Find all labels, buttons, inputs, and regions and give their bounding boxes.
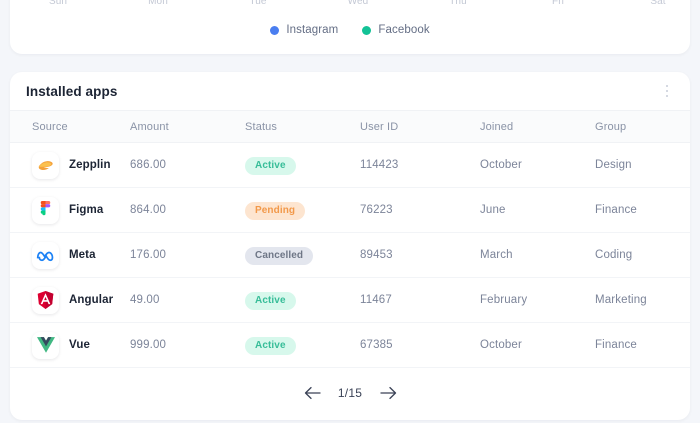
cell-source: Angular [10, 286, 130, 314]
day-label-sat: Sat [650, 0, 666, 7]
cell-amount: 864.00 [130, 204, 167, 216]
cell-amount: 49.00 [130, 294, 160, 306]
cell-joined: October [480, 339, 522, 351]
legend-dot-icon [270, 25, 280, 35]
column-header-amount: Amount [130, 120, 169, 133]
chart-card: Sun Mon Tue Wed Thu Fri Sat Instagram Facebook [10, 0, 690, 54]
column-header-source: Source [32, 120, 68, 133]
cell-user-id: 89453 [360, 249, 393, 261]
angular-icon [32, 286, 59, 314]
day-label-thu: Thu [449, 0, 467, 7]
app-name: Figma [69, 204, 104, 216]
cell-source: Meta [10, 241, 130, 269]
cell-user-id: 114423 [360, 159, 399, 171]
installed-apps-card: Installed apps Source Amount Status User… [10, 72, 690, 420]
cell-user-id: 67385 [360, 339, 393, 351]
chart-day-axis: Sun Mon Tue Wed Thu Fri Sat [10, 0, 690, 10]
status-badge: Active [245, 337, 296, 355]
legend-label: Instagram [286, 24, 339, 36]
app-name: Meta [69, 249, 96, 261]
pagination: 1/15 [10, 383, 690, 403]
cell-source: Figma [10, 196, 130, 224]
table-row[interactable]: Vue 999.00 Active 67385 October Finance [10, 323, 690, 368]
day-label-mon: Mon [148, 0, 168, 7]
day-label-sun: Sun [48, 0, 68, 7]
cell-status: Cancelled [245, 245, 360, 265]
table-row[interactable]: Zepplin 686.00 Active 114423 October Design [10, 143, 690, 188]
cell-source: Zepplin [10, 151, 130, 179]
table-body: Zepplin 686.00 Active 114423 October Design Fi… [10, 143, 690, 368]
cell-joined: February [480, 294, 528, 306]
cell-group: Finance [595, 204, 637, 216]
chart-legend: Instagram Facebook [10, 24, 690, 36]
cell-status: Active [245, 290, 360, 310]
cell-joined: October [480, 159, 522, 171]
figma-icon [32, 196, 59, 224]
column-header-group: Group [595, 120, 627, 133]
cell-group: Design [595, 159, 632, 171]
cell-joined: June [480, 204, 506, 216]
legend-item-facebook[interactable]: Facebook [362, 24, 430, 36]
vue-icon [32, 331, 59, 359]
card-header: Installed apps [10, 72, 690, 110]
kebab-menu-icon[interactable] [658, 82, 676, 100]
cell-group: Marketing [595, 294, 647, 306]
day-label-fri: Fri [552, 0, 564, 7]
status-badge: Active [245, 292, 296, 310]
cell-status: Active [245, 155, 360, 175]
page-indicator: 1/15 [337, 386, 363, 400]
app-name: Vue [69, 339, 90, 351]
status-badge: Cancelled [245, 247, 314, 265]
cell-status: Active [245, 335, 360, 355]
cell-amount: 176.00 [130, 249, 167, 261]
day-label-tue: Tue [249, 0, 267, 7]
cell-joined: March [480, 249, 513, 261]
column-header-status: Status [245, 120, 278, 133]
app-name: Zepplin [69, 159, 111, 171]
status-badge: Active [245, 157, 296, 175]
cell-source: Vue [10, 331, 130, 359]
cell-amount: 999.00 [130, 339, 167, 351]
column-header-joined: Joined [480, 120, 514, 133]
cell-user-id: 11467 [360, 294, 392, 306]
zepplin-icon [32, 151, 59, 179]
cell-group: Coding [595, 249, 633, 261]
page-title: Installed apps [26, 83, 118, 99]
cell-status: Pending [245, 200, 360, 220]
status-badge: Pending [245, 202, 306, 220]
arrow-left-icon[interactable] [302, 383, 322, 403]
cell-user-id: 76223 [360, 204, 393, 216]
arrow-right-icon[interactable] [378, 383, 398, 403]
table-row[interactable]: Figma 864.00 Pending 76223 June Finance [10, 188, 690, 233]
table-row[interactable]: Meta 176.00 Cancelled 89453 March Coding [10, 233, 690, 278]
table-row[interactable]: Angular 49.00 Active 11467 February Marketing [10, 278, 690, 323]
legend-dot-icon [362, 25, 372, 35]
column-header-user-id: User ID [360, 120, 399, 133]
meta-icon [32, 241, 59, 269]
legend-item-instagram[interactable]: Instagram [270, 24, 338, 36]
cell-amount: 686.00 [130, 159, 167, 171]
day-label-wed: Wed [347, 0, 369, 7]
app-name: Angular [69, 294, 114, 306]
table-header: Source Amount Status User ID Joined Grou… [10, 110, 690, 143]
cell-group: Finance [595, 339, 637, 351]
legend-label: Facebook [378, 24, 430, 36]
